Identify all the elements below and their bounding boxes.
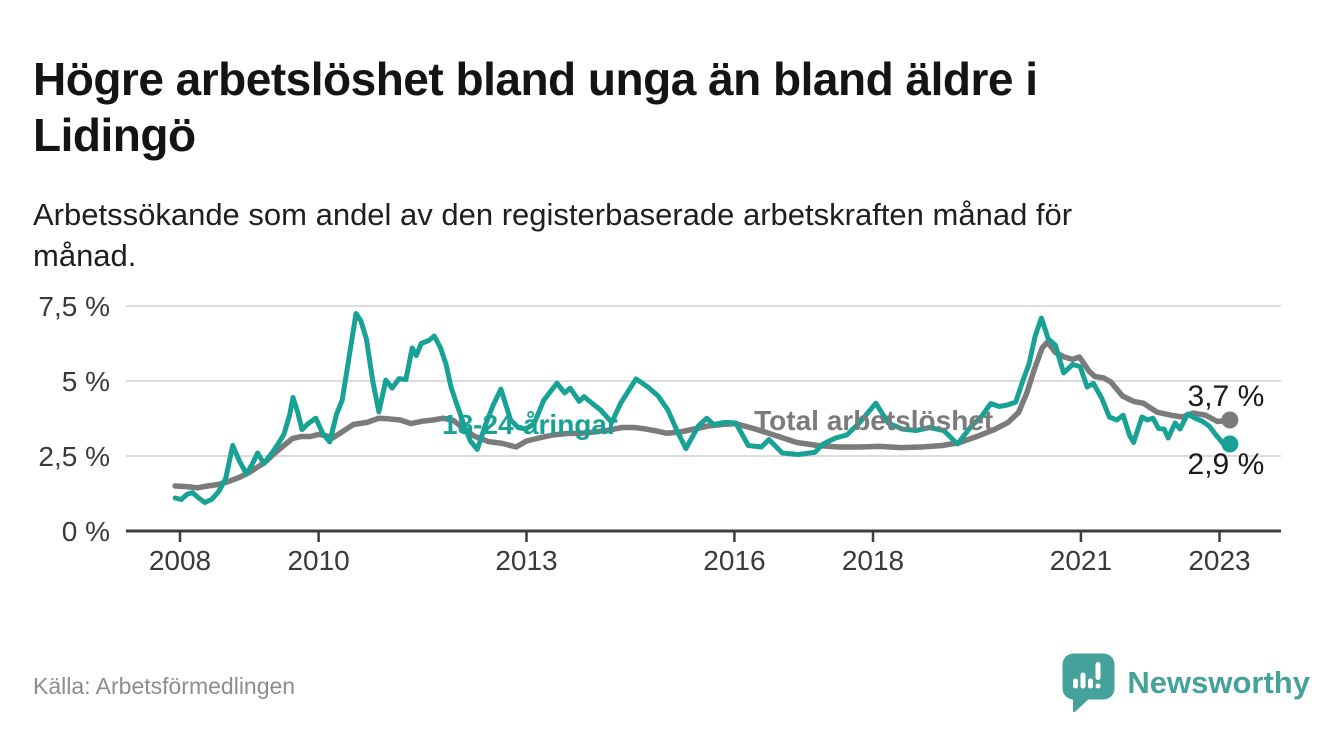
y-axis-tick-label: 5 % [62, 366, 110, 397]
x-axis-tick-label: 2021 [1050, 545, 1112, 576]
x-axis-tick-label: 2016 [703, 545, 765, 576]
newsworthy-wordmark: Newsworthy [1127, 665, 1310, 700]
x-axis-tick-label: 2018 [842, 545, 904, 576]
y-axis-tick-label: 0 % [62, 516, 110, 547]
series-end-dot-total [1221, 411, 1239, 429]
series-end-value-label: 3,7 % [1188, 380, 1265, 413]
newsworthy-logo-icon [1062, 653, 1115, 712]
x-axis-tick-label: 2010 [287, 545, 349, 576]
newsworthy-brand: Newsworthy [1062, 653, 1310, 713]
series-end-value-label: 2,9 % [1188, 448, 1265, 481]
x-axis-tick-label: 2023 [1188, 545, 1250, 576]
series-end-dot-youth [1221, 435, 1239, 453]
y-axis-tick-label: 2,5 % [38, 441, 110, 472]
series-inline-label: 18-24-åringar [442, 409, 618, 440]
x-axis-tick-label: 2008 [149, 545, 211, 576]
series-inline-label: Total arbetslöshet [754, 405, 993, 436]
series-line-total [172, 339, 1233, 491]
page-title: Högre arbetslöshet bland unga än bland ä… [33, 52, 1038, 161]
x-axis-tick-label: 2013 [495, 545, 557, 576]
y-axis-tick-label: 7,5 % [38, 291, 110, 322]
series-line-youth [172, 311, 1233, 505]
page-subtitle: Arbetssökande som andel av den registerb… [33, 197, 1073, 273]
source-text: Källa: Arbetsförmedlingen [33, 673, 296, 699]
